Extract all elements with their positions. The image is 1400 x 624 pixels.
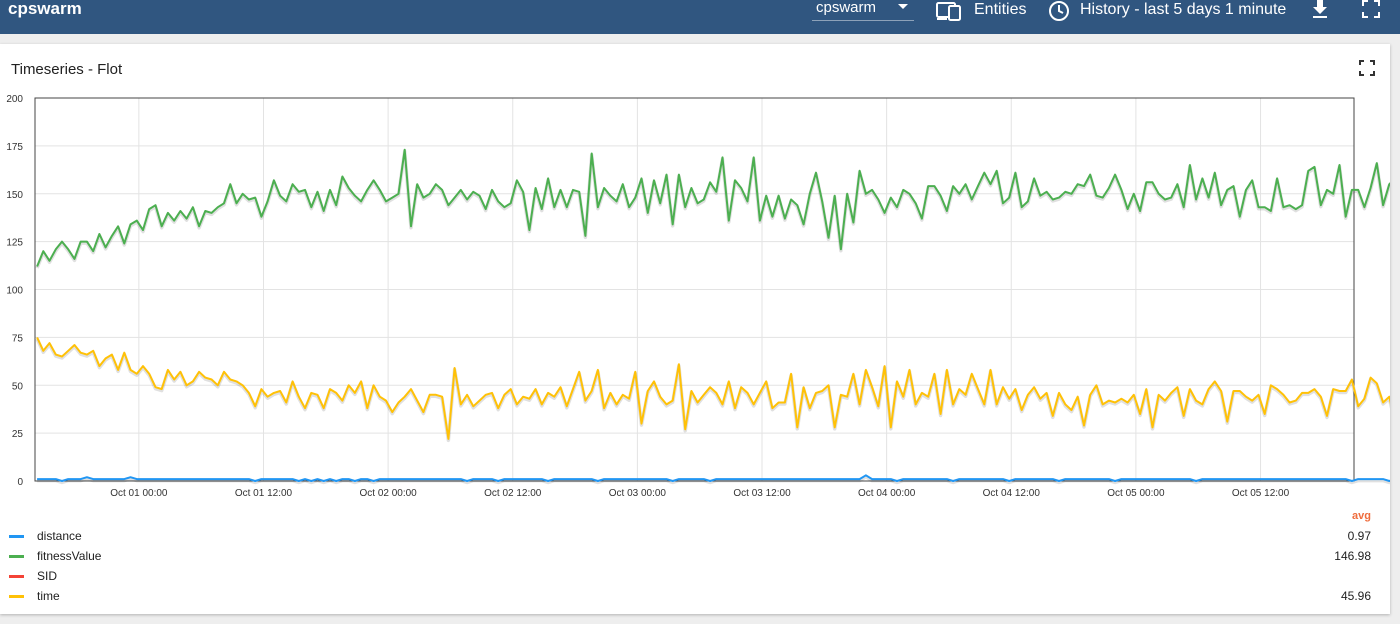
legend-label: distance xyxy=(37,529,82,543)
x-tick-label: Oct 01 12:00 xyxy=(235,488,293,499)
y-tick-label: 0 xyxy=(17,477,23,488)
legend-swatch xyxy=(9,595,24,598)
y-tick-label: 25 xyxy=(12,429,24,440)
legend-swatch xyxy=(9,555,24,558)
y-tick-label: 175 xyxy=(6,142,23,153)
y-tick-label: 125 xyxy=(6,238,23,249)
entity-selector-value: cpswarm xyxy=(816,0,877,16)
x-tick-label: Oct 05 12:00 xyxy=(1232,488,1290,499)
series-line-time xyxy=(36,336,1390,440)
y-tick-label: 200 xyxy=(6,94,23,105)
x-tick-label: Oct 01 00:00 xyxy=(110,488,168,499)
legend-avg-value: 146.98 xyxy=(1334,549,1371,563)
history-timewindow-button[interactable]: History - last 5 days 1 minute xyxy=(1048,0,1298,22)
series-shadow-fitnessValue xyxy=(35,149,1390,269)
legend-label: fitnessValue xyxy=(37,549,102,563)
x-tick-label: Oct 03 12:00 xyxy=(733,488,791,499)
top-toolbar: cpswarm cpswarm Entities History - last … xyxy=(0,0,1400,34)
legend-avg-header: avg xyxy=(1352,510,1371,522)
timeseries-chart: 0 25 50 75 100 125 150 175 200 Oct 01 00:00 Oct 01… xyxy=(6,94,1390,499)
x-tick-label: Oct 04 00:00 xyxy=(858,488,916,499)
entities-button[interactable]: Entities xyxy=(936,0,1036,22)
devices-icon xyxy=(936,2,961,21)
plot-area-border xyxy=(34,97,1355,482)
series-shadow-distance xyxy=(37,475,1390,485)
y-tick-label: 100 xyxy=(6,286,23,297)
fullscreen-button[interactable] xyxy=(1362,0,1384,22)
legend-label: SID xyxy=(37,569,58,583)
series-line-distance xyxy=(37,474,1390,482)
widget-title: Timeseries - Flot xyxy=(11,61,123,78)
y-tick-label: 150 xyxy=(6,190,23,201)
fullscreen-icon xyxy=(1362,0,1380,18)
legend-swatch xyxy=(9,535,24,538)
expand-widget-icon[interactable] xyxy=(1359,60,1375,76)
legend-label: time xyxy=(37,589,60,603)
download-button[interactable] xyxy=(1310,0,1332,22)
y-tick-label: 75 xyxy=(12,333,24,344)
y-tick-label: 50 xyxy=(12,381,24,392)
x-tick-label: Oct 03 00:00 xyxy=(609,488,667,499)
series-line-fitnessValue xyxy=(36,148,1390,267)
clock-icon xyxy=(1049,1,1069,21)
legend-swatch xyxy=(9,575,24,578)
x-tick-label: Oct 05 00:00 xyxy=(1107,488,1165,499)
legend-avg-value: 45.96 xyxy=(1340,589,1371,603)
chevron-down-icon xyxy=(898,4,908,9)
entity-selector[interactable]: cpswarm xyxy=(812,0,914,21)
app-title: cpswarm xyxy=(8,0,82,18)
legend-avg-value: 0.97 xyxy=(1347,529,1371,543)
entities-label: Entities xyxy=(974,1,1027,18)
legend-item-fitnessvalue[interactable]: fitnessValue 146.98 xyxy=(0,546,1390,566)
legend-item-sid[interactable]: SID xyxy=(0,566,1390,586)
history-label: History - last 5 days 1 minute xyxy=(1080,1,1287,18)
timeseries-widget: Timeseries - Flot 0 25 50 75 100 125 150 175 200… xyxy=(0,44,1390,614)
download-icon xyxy=(1313,0,1327,18)
x-tick-label: Oct 04 12:00 xyxy=(983,488,1041,499)
legend-item-distance[interactable]: distance 0.97 xyxy=(0,526,1390,546)
x-tick-label: Oct 02 00:00 xyxy=(359,488,417,499)
x-tick-label: Oct 02 12:00 xyxy=(484,488,542,499)
legend-item-time[interactable]: time 45.96 xyxy=(0,586,1390,606)
